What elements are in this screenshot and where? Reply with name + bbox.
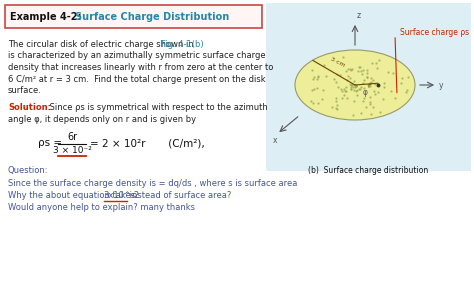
- Text: Solution:: Solution:: [8, 103, 51, 112]
- Bar: [266, 3, 471, 171]
- Text: 6r: 6r: [67, 133, 77, 142]
- Text: r: r: [367, 83, 370, 89]
- Text: Question:: Question:: [8, 167, 48, 176]
- Text: 3 cm: 3 cm: [330, 56, 346, 68]
- Text: Would anyone help to explain? many thanks: Would anyone help to explain? many thank…: [8, 203, 195, 212]
- Text: The circular disk of electric charge shown in: The circular disk of electric charge sho…: [8, 40, 196, 49]
- Text: Surface Charge Distribution: Surface Charge Distribution: [75, 11, 229, 22]
- Text: (b)  Surface charge distribution: (b) Surface charge distribution: [308, 166, 428, 175]
- Text: φ: φ: [363, 88, 368, 97]
- Text: Example 4-2:: Example 4-2:: [10, 11, 82, 22]
- Ellipse shape: [295, 50, 415, 120]
- Text: 6 C/m² at r = 3 cm.  Find the total charge present on the disk: 6 C/m² at r = 3 cm. Find the total charg…: [8, 74, 265, 83]
- Text: Why the about equation takes: Why the about equation takes: [8, 191, 138, 200]
- Text: z: z: [357, 11, 361, 20]
- Text: density that increases linearly with r from zero at the center to: density that increases linearly with r f…: [8, 63, 273, 72]
- Text: 3x10^-2: 3x10^-2: [104, 191, 140, 200]
- Text: 3 × 10⁻²: 3 × 10⁻²: [53, 146, 91, 155]
- Text: Since ρs is symmetrical with respect to the azimuth: Since ρs is symmetrical with respect to …: [47, 103, 268, 112]
- Text: Surface charge ρs: Surface charge ρs: [400, 28, 469, 37]
- Text: instead of surface area?: instead of surface area?: [127, 191, 231, 200]
- Text: surface.: surface.: [8, 86, 42, 95]
- Text: angle φ, it depends only on r and is given by: angle φ, it depends only on r and is giv…: [8, 115, 196, 124]
- Text: ρs =: ρs =: [38, 139, 65, 148]
- FancyBboxPatch shape: [5, 5, 262, 28]
- Text: is characterized by an azimuthally symmetric surface charge: is characterized by an azimuthally symme…: [8, 52, 265, 61]
- Text: Fig. 4-1(b): Fig. 4-1(b): [161, 40, 203, 49]
- Text: Since the surface charge density is = dq/ds , where s is surface area: Since the surface charge density is = dq…: [8, 179, 297, 188]
- Text: y: y: [439, 80, 444, 89]
- Text: = 2 × 10²r       (C/m²),: = 2 × 10²r (C/m²),: [90, 139, 205, 148]
- Text: x: x: [273, 136, 277, 145]
